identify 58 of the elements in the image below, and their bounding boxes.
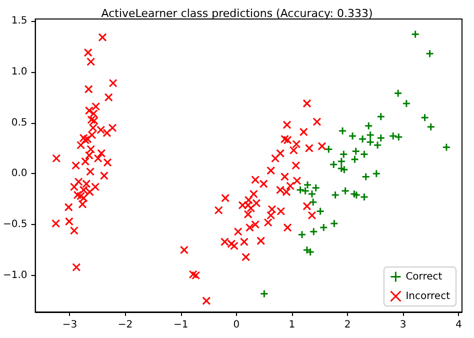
point [350,155,360,164]
point [402,99,411,108]
point [420,113,430,122]
point [316,207,325,216]
point [298,230,306,239]
x-tick-label: 2 [344,320,351,330]
point [360,192,368,202]
x-tick-label: 4 [455,320,462,330]
point [309,227,318,236]
point [303,180,312,190]
point [358,134,367,144]
point [352,190,361,200]
point [366,130,375,140]
point [350,190,358,198]
y-tick-label: 0.5 [11,117,28,128]
point [260,289,268,298]
y-tick-label: 1.5 [11,16,28,27]
point [341,186,350,196]
point [376,134,386,142]
y-tick-label: 0.0 [11,168,28,180]
legend-label: Correct [406,271,442,282]
y-tick-label: −1.0 [2,270,28,281]
point [426,49,434,58]
point [340,165,348,174]
y-tick-label: 1.0 [11,66,28,78]
legend-label: Incorrect [406,290,450,302]
point [324,144,333,154]
point [364,122,373,130]
x-tick-label: −1 [173,320,188,330]
point [337,157,346,166]
point [360,150,368,159]
point [348,132,357,140]
point [331,190,340,200]
point [329,160,338,169]
point [362,172,370,181]
y-tick-label: −0.5 [2,219,28,230]
x-tick-label: 0 [233,320,240,330]
point [308,198,318,206]
x-tick-label: −3 [62,320,78,330]
point [366,138,375,146]
x-tick-label: 3 [400,320,406,330]
x-tick-label: 1 [288,320,296,330]
point [372,169,381,178]
point [373,140,382,150]
point [352,147,360,156]
chart-title: ActiveLearner class predictions (Accuracy: 0.333) [101,7,373,20]
point [337,164,346,173]
point [312,184,320,192]
point [330,219,338,228]
point [319,223,328,232]
point [426,122,436,132]
point [338,126,347,136]
point [339,150,348,159]
point [394,89,402,98]
point [442,142,451,152]
point [376,112,386,121]
point [411,30,420,39]
x-tick-label: −2 [118,320,133,330]
